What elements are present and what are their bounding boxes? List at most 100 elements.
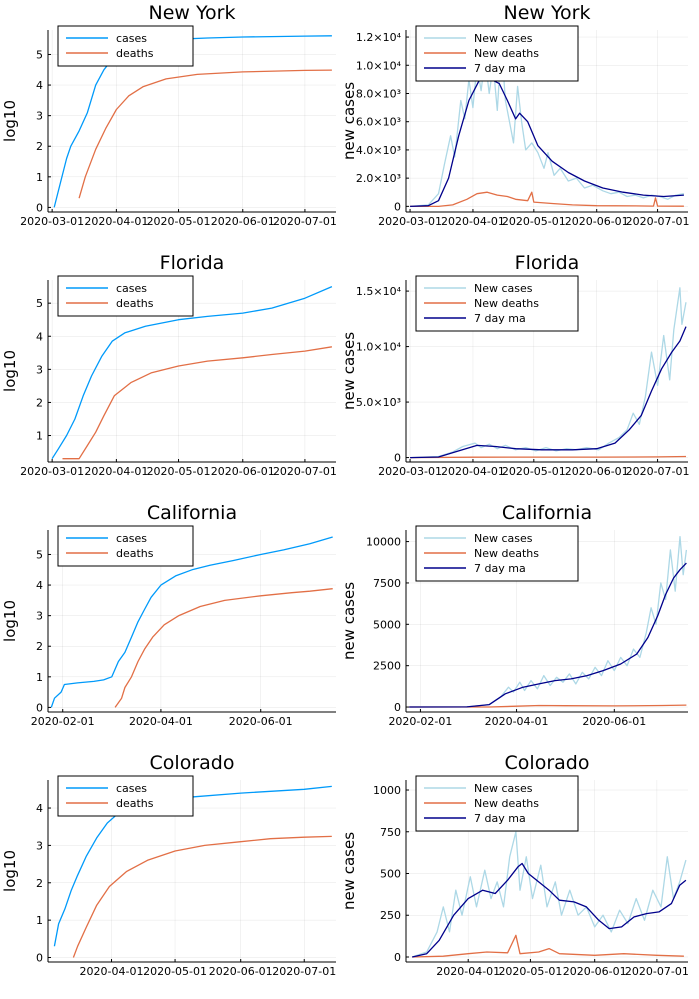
x-tick-label: 2020-07-01	[626, 215, 690, 228]
legend-label: deaths	[116, 797, 154, 810]
x-tick-label: 2020-02-01	[31, 715, 95, 728]
y-axis-label: new cases	[340, 82, 358, 160]
series-line-cases	[53, 785, 332, 947]
y-tick-label: 8.0×10³	[356, 87, 401, 100]
legend-label: cases	[116, 32, 147, 45]
x-tick-label: 2020-04-01	[441, 465, 505, 478]
plot-area	[410, 43, 685, 208]
x-tick-label: 2020-05-01	[502, 215, 566, 228]
panel-title: Florida	[515, 252, 580, 274]
panel-california-log: 2020-02-01 2020-04-01 2020-06-01 0 1 2 3 4 5 Cali…	[1, 502, 336, 728]
panel-title: California	[147, 502, 237, 524]
x-tick-label: 2020-06-01	[565, 465, 629, 478]
y-tick-label: 0	[394, 701, 401, 714]
legend-label: deaths	[116, 47, 154, 60]
series-line-deaths	[114, 588, 333, 708]
x-tick-label: 2020-06-01	[582, 715, 646, 728]
y-tick-label: 2	[36, 140, 43, 153]
y-tick-label: 0	[394, 951, 401, 964]
plot-area	[411, 831, 687, 958]
x-tick-label: 2020-06-01	[229, 715, 293, 728]
series-line-new-cases	[411, 831, 687, 958]
y-tick-label: 4	[36, 579, 43, 592]
y-tick-label: 1.0×10⁴	[356, 341, 402, 354]
series-line-deaths	[78, 69, 332, 199]
y-axis-label: new cases	[340, 832, 358, 910]
y-tick-label: 6.0×10³	[356, 116, 401, 129]
x-tick-label: 2020-05-01	[498, 965, 562, 978]
x-tick-label: 2020-06-01	[209, 965, 273, 978]
panel-title: New York	[503, 2, 590, 24]
series-line-deaths	[72, 835, 332, 958]
legend-label: New deaths	[474, 297, 539, 310]
y-axis-label: new cases	[340, 332, 358, 410]
panel-florida-new: 2020-03-012020-04-012020-05-012020-06-01…	[340, 252, 690, 478]
series-line-new-cases	[410, 287, 687, 459]
panel-title: Colorado	[150, 752, 235, 774]
y-tick-label: 5	[36, 548, 43, 561]
y-tick-label: 2	[36, 640, 43, 653]
x-tick-label: 2020-05-01	[147, 215, 211, 228]
x-tick-label: 2020-04-01	[84, 215, 148, 228]
legend: New cases New deaths 7 day ma	[415, 275, 579, 332]
x-tick-label: 2020-04-01	[80, 965, 144, 978]
y-tick-label: 1.2×10⁴	[356, 31, 402, 44]
y-tick-label: 0	[394, 200, 401, 213]
x-tick-label: 2020-04-01	[129, 715, 193, 728]
x-tick-label: 2020-03-01	[20, 465, 84, 478]
y-tick-label: 4	[36, 79, 43, 92]
y-tick-label: 4.0×10³	[356, 144, 401, 157]
y-tick-label: 3	[36, 363, 43, 376]
plot-area	[50, 536, 333, 708]
y-axis-label: log10	[1, 350, 19, 392]
y-tick-label: 5	[36, 48, 43, 61]
x-tick-label: 2020-04-01	[436, 965, 500, 978]
legend-label: New deaths	[474, 47, 539, 60]
panel-title: California	[502, 502, 592, 524]
series-line-7-day-ma	[410, 78, 684, 208]
legend-label: deaths	[116, 297, 154, 310]
legend-box	[57, 275, 194, 317]
y-tick-label: 750	[380, 826, 401, 839]
x-tick-label: 2020-07-01	[272, 965, 336, 978]
y-tick-label: 2	[36, 877, 43, 890]
y-tick-label: 4	[36, 802, 43, 815]
y-tick-label: 2.0×10³	[356, 172, 401, 185]
plot-area	[410, 287, 687, 459]
y-tick-label: 4	[36, 330, 43, 343]
y-tick-label: 2	[36, 396, 43, 409]
y-tick-label: 7500	[373, 577, 401, 590]
y-tick-label: 2500	[373, 660, 401, 673]
y-axis-label: log10	[1, 100, 19, 142]
y-tick-label: 250	[380, 909, 401, 922]
legend: New cases New deaths 7 day ma	[415, 25, 579, 82]
x-tick-label: 2020-06-01	[211, 465, 275, 478]
y-tick-label: 1	[36, 671, 43, 684]
x-tick-label: 2020-06-01	[211, 215, 275, 228]
legend: cases deaths	[57, 525, 194, 567]
series-line-new-deaths	[409, 704, 687, 708]
x-tick-label: 2020-03-01	[20, 215, 84, 228]
legend-label: New cases	[474, 782, 533, 795]
panel-california-new: 2020-02-01 2020-04-01 2020-06-01 0 2500 5000 7…	[340, 502, 688, 728]
legend-label: New cases	[474, 32, 533, 45]
legend-label: cases	[116, 782, 147, 795]
legend-label: New deaths	[474, 797, 539, 810]
x-tick-label: 2020-05-01	[147, 465, 211, 478]
x-tick-label: 2020-03-01	[378, 465, 442, 478]
series-line-7-day-ma	[410, 326, 687, 459]
series-line-new-deaths	[412, 934, 684, 958]
y-tick-label: 500	[380, 868, 401, 881]
legend: cases deaths	[57, 775, 194, 817]
legend-box	[57, 525, 194, 567]
x-tick-label: 2020-06-01	[565, 215, 629, 228]
legend: cases deaths	[57, 275, 194, 317]
y-axis-label: log10	[1, 850, 19, 892]
panel-new-york-new: 2020-03-012020-04-012020-05-012020-06-01…	[340, 2, 690, 228]
legend: New cases New deaths 7 day ma	[415, 775, 579, 832]
plot-area	[51, 286, 333, 460]
